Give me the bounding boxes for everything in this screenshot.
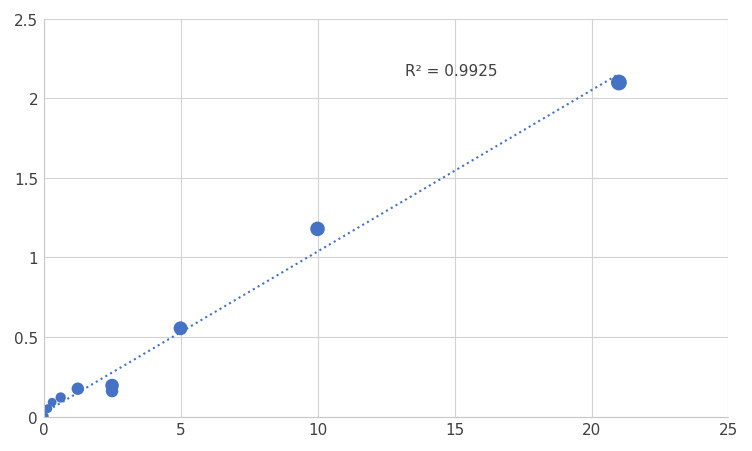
Point xyxy=(174,325,186,332)
Point xyxy=(55,394,67,401)
Point xyxy=(106,387,118,395)
Point xyxy=(42,405,54,412)
Point xyxy=(71,385,83,392)
Point xyxy=(46,399,58,406)
Point xyxy=(613,80,625,87)
Point xyxy=(311,226,323,233)
Point xyxy=(38,413,50,420)
Text: R² = 0.9925: R² = 0.9925 xyxy=(405,64,498,78)
Point xyxy=(106,382,118,389)
